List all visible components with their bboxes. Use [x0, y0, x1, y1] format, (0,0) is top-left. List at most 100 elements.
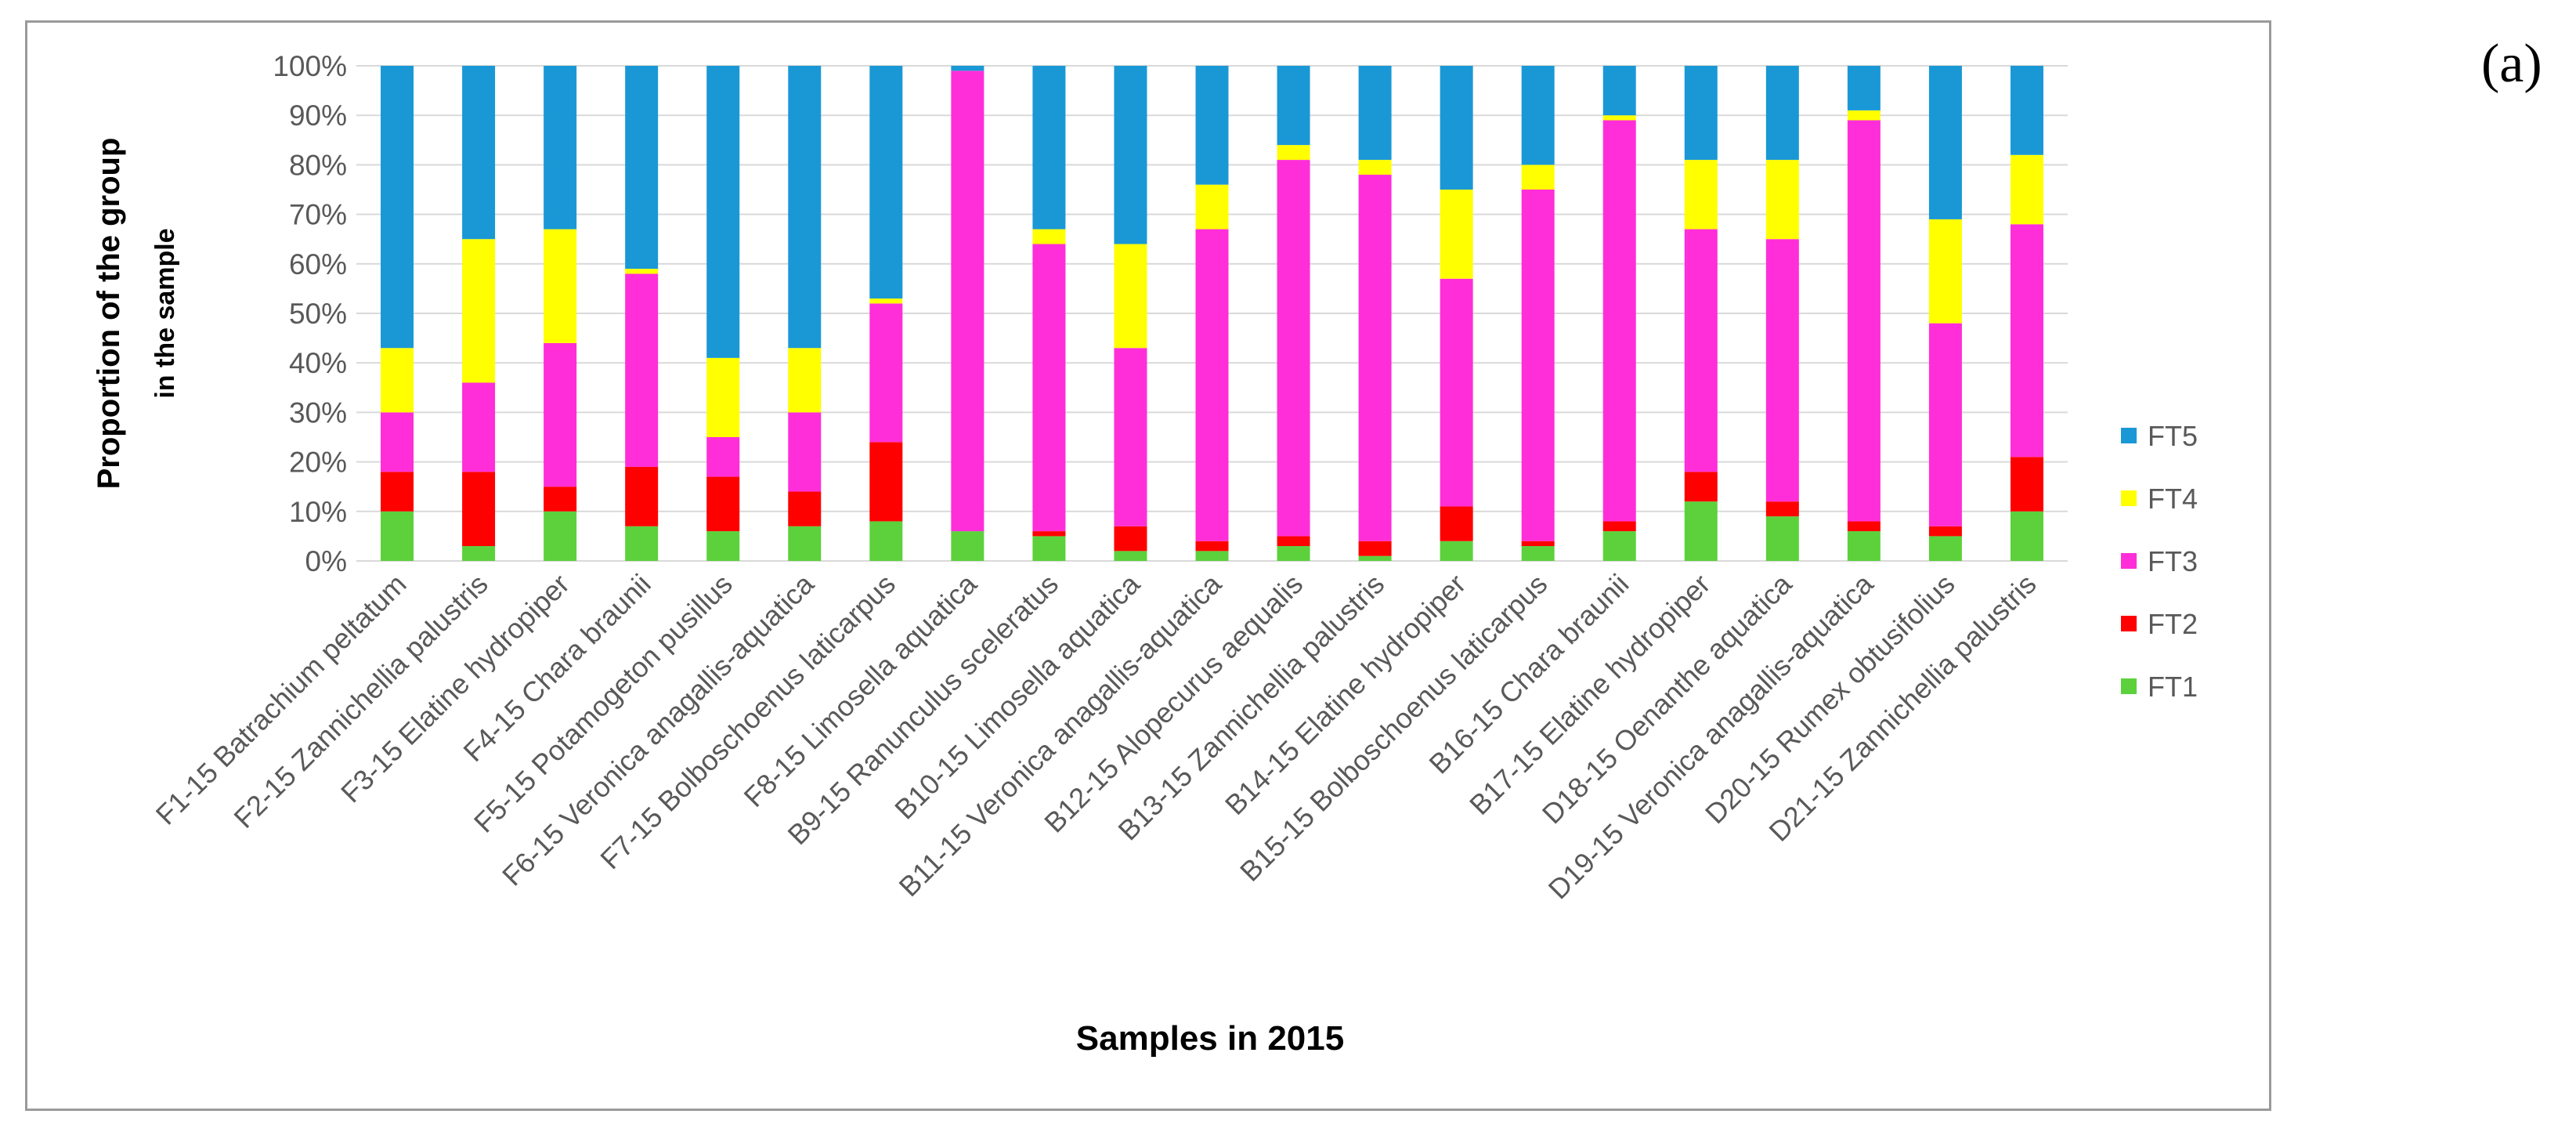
- bar-segment-ft5: [788, 66, 822, 349]
- bar-segment-ft2: [544, 486, 577, 512]
- y-tick-label: 100%: [273, 50, 347, 82]
- bar-segment-ft2: [1114, 526, 1147, 552]
- bar-segment-ft1: [2010, 511, 2043, 561]
- y-tick-label: 80%: [289, 149, 347, 181]
- bar-segment-ft5: [1358, 66, 1392, 161]
- bar-segment-ft5: [1114, 66, 1147, 244]
- bar-segment-ft3: [1521, 190, 1555, 541]
- bar-segment-ft2: [869, 442, 903, 522]
- bar-segment-ft4: [706, 357, 740, 437]
- bar-segment-ft5: [1765, 66, 1799, 161]
- bar-segment-ft3: [1032, 244, 1066, 532]
- bar-segment-ft2: [788, 491, 822, 526]
- bar-segment-ft1: [462, 546, 496, 561]
- y-tick-label: 0%: [305, 545, 347, 577]
- bar-segment-ft3: [1765, 239, 1799, 502]
- bar-segment-ft1: [1032, 536, 1066, 561]
- bar-segment-ft3: [1358, 175, 1392, 541]
- bar-segment-ft3: [1277, 160, 1310, 537]
- bar-segment-ft2: [1602, 521, 1636, 532]
- y-tick-label: 90%: [289, 99, 347, 132]
- bar-segment-ft5: [544, 66, 577, 230]
- bar-segment-ft3: [544, 342, 577, 487]
- bar-segment-ft3: [1847, 120, 1881, 522]
- bar-segment-ft3: [1684, 229, 1718, 472]
- bar-segment-ft1: [1195, 551, 1229, 561]
- bar-stacks: [381, 66, 2043, 561]
- bar-segment-ft5: [462, 66, 496, 240]
- bar-segment-ft4: [544, 229, 577, 343]
- bar-segment-ft2: [1440, 506, 1473, 541]
- bar-segment-ft2: [1928, 526, 1962, 537]
- bar-segment-ft3: [381, 412, 414, 472]
- bar-segment-ft2: [1358, 541, 1392, 556]
- bar-segment-ft3: [951, 71, 985, 532]
- bar-segment-ft1: [1440, 541, 1473, 561]
- bar-segment-ft5: [625, 66, 659, 269]
- bar-segment-ft3: [1928, 323, 1962, 526]
- bar-segment-ft4: [1277, 145, 1310, 161]
- bar-segment-ft4: [1847, 110, 1881, 121]
- bar-segment-ft1: [1928, 536, 1962, 561]
- x-tick-label: F7-15 Bolboschoenus laticarpus: [594, 568, 901, 876]
- legend-label-ft4: FT4: [2148, 483, 2198, 515]
- bar-segment-ft3: [625, 273, 659, 467]
- y-axis-label: Proportion of the group: [92, 138, 126, 490]
- bar-segment-ft3: [1114, 348, 1147, 526]
- bar-segment-ft4: [869, 298, 903, 304]
- bar-segment-ft1: [1114, 551, 1147, 561]
- legend-swatch-ft4: [2121, 490, 2137, 506]
- bar-segment-ft4: [1358, 160, 1392, 175]
- y-tick-label: 10%: [289, 496, 347, 528]
- bar-segment-ft4: [1521, 165, 1555, 190]
- bar-segment-ft3: [1602, 120, 1636, 522]
- bar-segment-ft2: [462, 472, 496, 547]
- bar-segment-ft1: [544, 511, 577, 561]
- legend-swatch-ft5: [2121, 428, 2137, 443]
- bar-segment-ft5: [1847, 66, 1881, 110]
- bar-segment-ft5: [381, 66, 414, 349]
- bar-segment-ft3: [462, 382, 496, 472]
- bar-segment-ft3: [1195, 229, 1229, 541]
- bar-segment-ft3: [869, 303, 903, 443]
- bar-segment-ft1: [1684, 501, 1718, 561]
- legend-label-ft2: FT2: [2148, 608, 2198, 640]
- bar-segment-ft2: [2010, 457, 2043, 512]
- legend-label-ft3: FT3: [2148, 545, 2198, 577]
- bar-segment-ft2: [381, 472, 414, 512]
- bar-segment-ft5: [1521, 66, 1555, 165]
- bar-segment-ft1: [706, 531, 740, 561]
- panel-label: (a): [2481, 34, 2542, 94]
- bar-segment-ft1: [1521, 546, 1555, 561]
- bar-segment-ft2: [1521, 541, 1555, 547]
- bar-segment-ft4: [1195, 184, 1229, 230]
- bar-segment-ft2: [1032, 531, 1066, 537]
- bar-segment-ft5: [1684, 66, 1718, 161]
- bar-segment-ft5: [1602, 66, 1636, 116]
- bar-segment-ft1: [1602, 531, 1636, 561]
- y-tick-label: 60%: [289, 248, 347, 280]
- bar-segment-ft4: [1440, 190, 1473, 279]
- y-tick-label: 30%: [289, 396, 347, 429]
- bar-segment-ft5: [951, 66, 985, 71]
- bar-segment-ft5: [1928, 66, 1962, 219]
- bar-segment-ft4: [2010, 154, 2043, 225]
- bar-segment-ft5: [1195, 66, 1229, 185]
- legend-swatch-ft1: [2121, 678, 2137, 694]
- bar-segment-ft1: [625, 526, 659, 561]
- bar-segment-ft5: [1277, 66, 1310, 146]
- bar-segment-ft5: [706, 66, 740, 358]
- bar-segment-ft4: [788, 348, 822, 413]
- bar-segment-ft4: [381, 348, 414, 413]
- bar-segment-ft1: [1358, 555, 1392, 561]
- bar-segment-ft5: [1440, 66, 1473, 190]
- bar-segment-ft1: [951, 531, 985, 561]
- bar-segment-ft4: [1928, 219, 1962, 324]
- bar-segment-ft4: [1602, 115, 1636, 121]
- y-axis-label-line2: in the sample: [150, 228, 180, 398]
- bar-segment-ft4: [1114, 244, 1147, 349]
- bar-segment-ft1: [1847, 531, 1881, 561]
- y-axis-ticks: 0% 10% 20% 30% 40% 50% 60% 70% 80% 90% 100%: [273, 50, 347, 577]
